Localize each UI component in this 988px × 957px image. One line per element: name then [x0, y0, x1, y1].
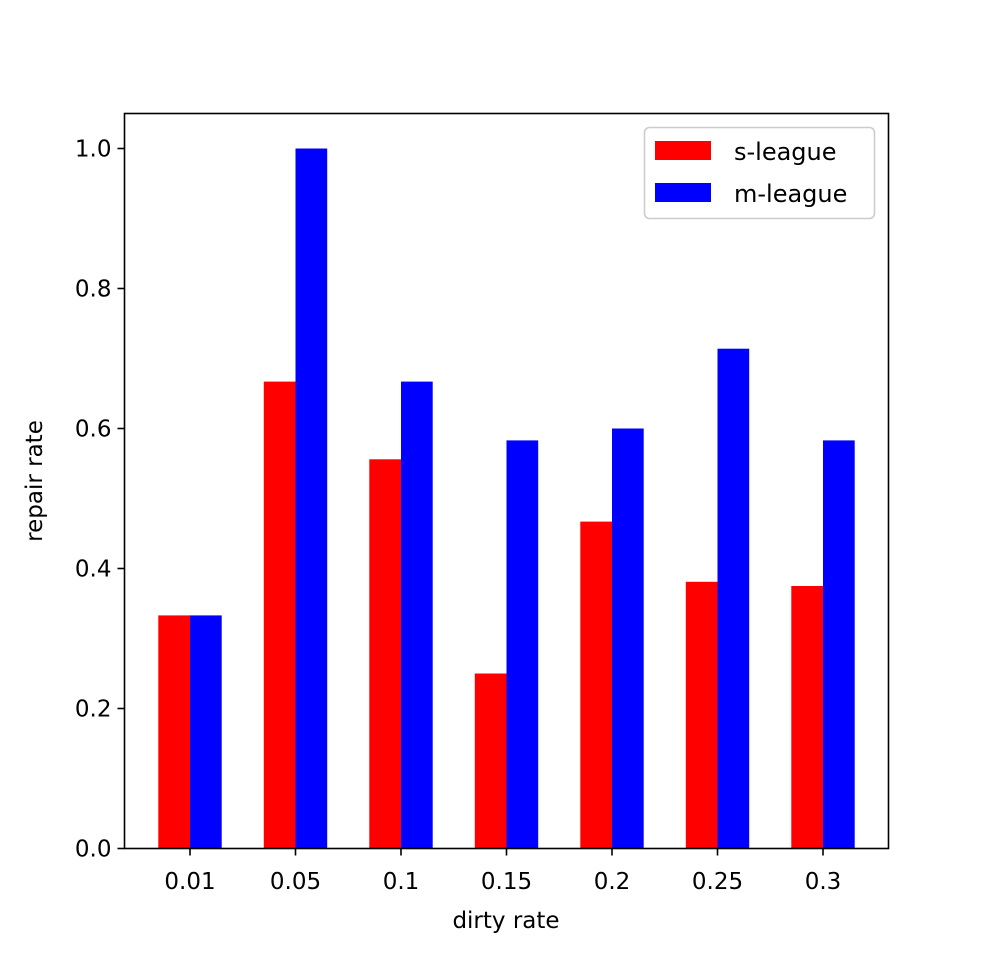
- bar-m-league-0.25: [717, 348, 750, 849]
- x-tick-label: 0.05: [270, 869, 321, 895]
- y-tick-label: 1.0: [75, 137, 112, 163]
- bar-m-league-0.01: [190, 615, 222, 849]
- bar-m-league-0.1: [401, 381, 433, 849]
- bar-s-league-0.15: [474, 673, 507, 849]
- legend: s-league m-league: [643, 126, 876, 220]
- x-tick-label: 0.3: [805, 869, 842, 895]
- y-axis-label: repair rate: [22, 420, 48, 542]
- x-tick-label: 0.1: [383, 869, 420, 895]
- y-tick-label: 0.8: [75, 277, 112, 303]
- x-tick-label: 0.15: [481, 869, 532, 895]
- bar-s-league-0.01: [158, 615, 190, 849]
- y-tick-label: 0.0: [75, 837, 112, 863]
- bar-m-league-0.15: [506, 440, 539, 849]
- x-axis-label: dirty rate: [452, 908, 559, 934]
- y-tick-label: 0.6: [75, 417, 112, 443]
- bar-m-league-0.3: [823, 440, 855, 849]
- bars-layer: [158, 148, 855, 849]
- x-tick-label: 0.25: [692, 869, 743, 895]
- y-tick-label: 0.4: [75, 557, 112, 583]
- bar-s-league-0.1: [369, 459, 401, 849]
- bar-s-league-0.05: [263, 381, 296, 849]
- bar-s-league-0.3: [791, 586, 823, 849]
- y-tick-label: 0.2: [75, 697, 112, 723]
- legend-label-s-league: s-league: [734, 138, 837, 166]
- bar-s-league-0.25: [685, 581, 718, 849]
- legend-swatch-s-league: [655, 141, 711, 160]
- bar-m-league-0.2: [612, 428, 644, 849]
- x-tick-label: 0.2: [594, 869, 631, 895]
- legend-label-m-league: m-league: [734, 180, 847, 208]
- x-tick-label: 0.01: [164, 869, 215, 895]
- x-axis-ticks: 0.01 0.05 0.1 0.15 0.2 0.25 0.3: [164, 848, 842, 895]
- legend-swatch-m-league: [655, 183, 711, 202]
- y-axis-ticks: 0.0 0.2 0.4 0.6 0.8 1.0: [75, 137, 125, 863]
- bar-m-league-0.05: [295, 148, 328, 849]
- bar-s-league-0.2: [580, 521, 612, 849]
